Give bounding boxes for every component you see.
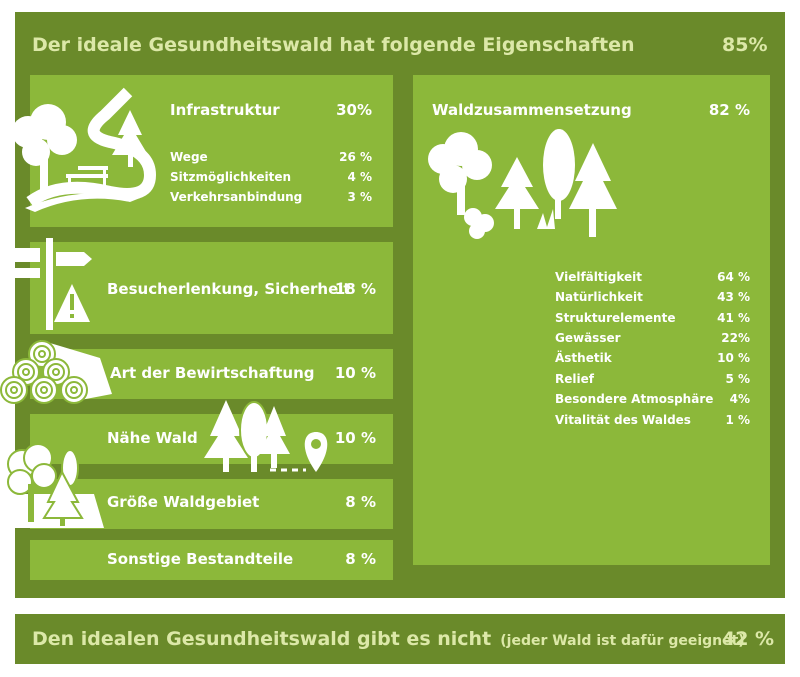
waldzusammensetzung-item-value: 22% (721, 331, 750, 345)
groesse-value: 8 % (345, 493, 376, 511)
waldzusammensetzung-item-value: 43 % (717, 290, 750, 304)
mixed-forest-icon (428, 129, 617, 239)
footer-value: 42 % (722, 628, 775, 650)
waldzusammensetzung-item-value: 5 % (725, 372, 750, 386)
infrastruktur-value: 30% (336, 101, 372, 119)
naehe-value: 10 % (334, 429, 376, 447)
besucherlenkung-box (30, 242, 393, 334)
sonstige-box (30, 540, 393, 580)
infrastruktur-item-label: Verkehrsanbindung (170, 190, 303, 204)
infrastruktur-item-value: 3 % (347, 190, 372, 204)
footer-bar (15, 614, 785, 664)
park-path-icon (12, 87, 157, 212)
forest-area-icon (0, 443, 104, 528)
infrastruktur-item-label: Wege (170, 150, 208, 164)
waldzusammensetzung-item-label: Gewässer (555, 331, 621, 345)
signpost-warning-icon (0, 238, 92, 330)
naehe-label: Nähe Wald (107, 429, 198, 447)
waldzusammensetzung-item-label: Strukturelemente (555, 311, 676, 325)
header-value: 85% (722, 34, 768, 56)
waldzusammensetzung-item-value: 64 % (717, 270, 750, 284)
infrastruktur-box (30, 75, 393, 227)
waldzusammensetzung-item-label: Besondere Atmosphäre (555, 392, 714, 406)
waldzusammensetzung-item-value: 1 % (725, 413, 750, 427)
infrastruktur-label: Infrastruktur (170, 101, 280, 119)
bewirtschaftung-value: 10 % (334, 364, 376, 382)
waldzusammensetzung-item-label: Vitalität des Waldes (555, 413, 691, 427)
waldzusammensetzung-item-label: Natürlichkeit (555, 290, 643, 304)
infrastruktur-item-label: Sitzmöglichkeiten (170, 170, 292, 184)
sonstige-label: Sonstige Bestandteile (107, 550, 294, 568)
bewirtschaftung-label: Art der Bewirtschaftung (110, 364, 315, 382)
besucherlenkung-value: 18 % (334, 280, 376, 298)
waldzusammensetzung-item-label: Vielfältigkeit (555, 270, 642, 284)
besucherlenkung-label: Besucherlenkung, Sicherheit (107, 280, 351, 298)
waldzusammensetzung-value: 82 % (708, 101, 750, 119)
log-pile-icon (0, 340, 112, 404)
waldzusammensetzung-item-label: Relief (555, 372, 594, 386)
waldzusammensetzung-label: Waldzusammensetzung (432, 101, 632, 119)
forest-location-icon (204, 400, 328, 472)
footer-text: Den idealen Gesundheitswald gibt es nich… (32, 628, 745, 650)
waldzusammensetzung-item-value: 4% (729, 392, 750, 406)
footer-title: Den idealen Gesundheitswald gibt es nich… (32, 628, 492, 650)
footer-note: (jeder Wald ist dafür geeignet) (500, 633, 745, 649)
groesse-label: Größe Waldgebiet (107, 493, 260, 511)
sonstige-value: 8 % (345, 550, 376, 568)
header-title: Der ideale Gesundheitswald hat folgende … (32, 34, 635, 56)
infrastruktur-item-value: 4 % (347, 170, 372, 184)
waldzusammensetzung-item-value: 10 % (717, 351, 750, 365)
waldzusammensetzung-item-value: 41 % (717, 311, 750, 325)
infrastruktur-item-value: 26 % (339, 150, 372, 164)
waldzusammensetzung-item-label: Ästhetik (555, 351, 612, 365)
